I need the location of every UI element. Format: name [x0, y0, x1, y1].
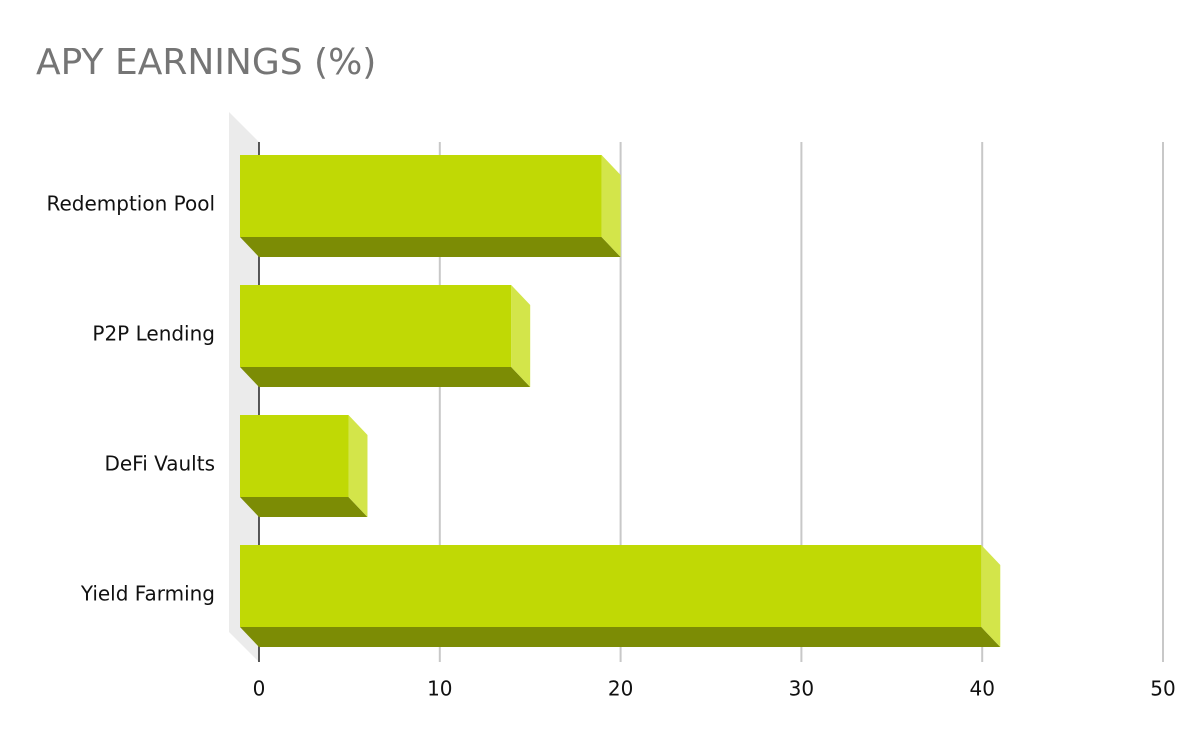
x-tick-label: 50	[1150, 677, 1175, 701]
bar-side	[981, 545, 1001, 647]
x-tick-label: 20	[608, 677, 633, 701]
bar-side	[348, 415, 368, 517]
bar-bottom	[240, 627, 1001, 647]
bar-bottom	[240, 237, 621, 257]
x-tick-label: 40	[969, 677, 994, 701]
bar	[240, 155, 602, 237]
bar	[240, 415, 349, 497]
chart-title: APY EARNINGS (%)	[36, 42, 376, 83]
bar-bottom	[240, 497, 368, 517]
x-tick-label: 10	[427, 677, 452, 701]
y-tick-label: Redemption Pool	[46, 192, 215, 216]
bar-side	[601, 155, 621, 257]
bar-side	[511, 285, 531, 387]
x-tick-label: 30	[789, 677, 814, 701]
y-tick-label: P2P Lending	[92, 322, 215, 346]
x-tick-label: 0	[253, 677, 266, 701]
y-tick-label: Yield Farming	[80, 582, 215, 606]
bar	[240, 545, 982, 627]
bar-bottom	[240, 367, 531, 387]
side-wall	[229, 112, 259, 662]
bar	[240, 285, 512, 367]
y-tick-label: DeFi Vaults	[104, 452, 215, 476]
